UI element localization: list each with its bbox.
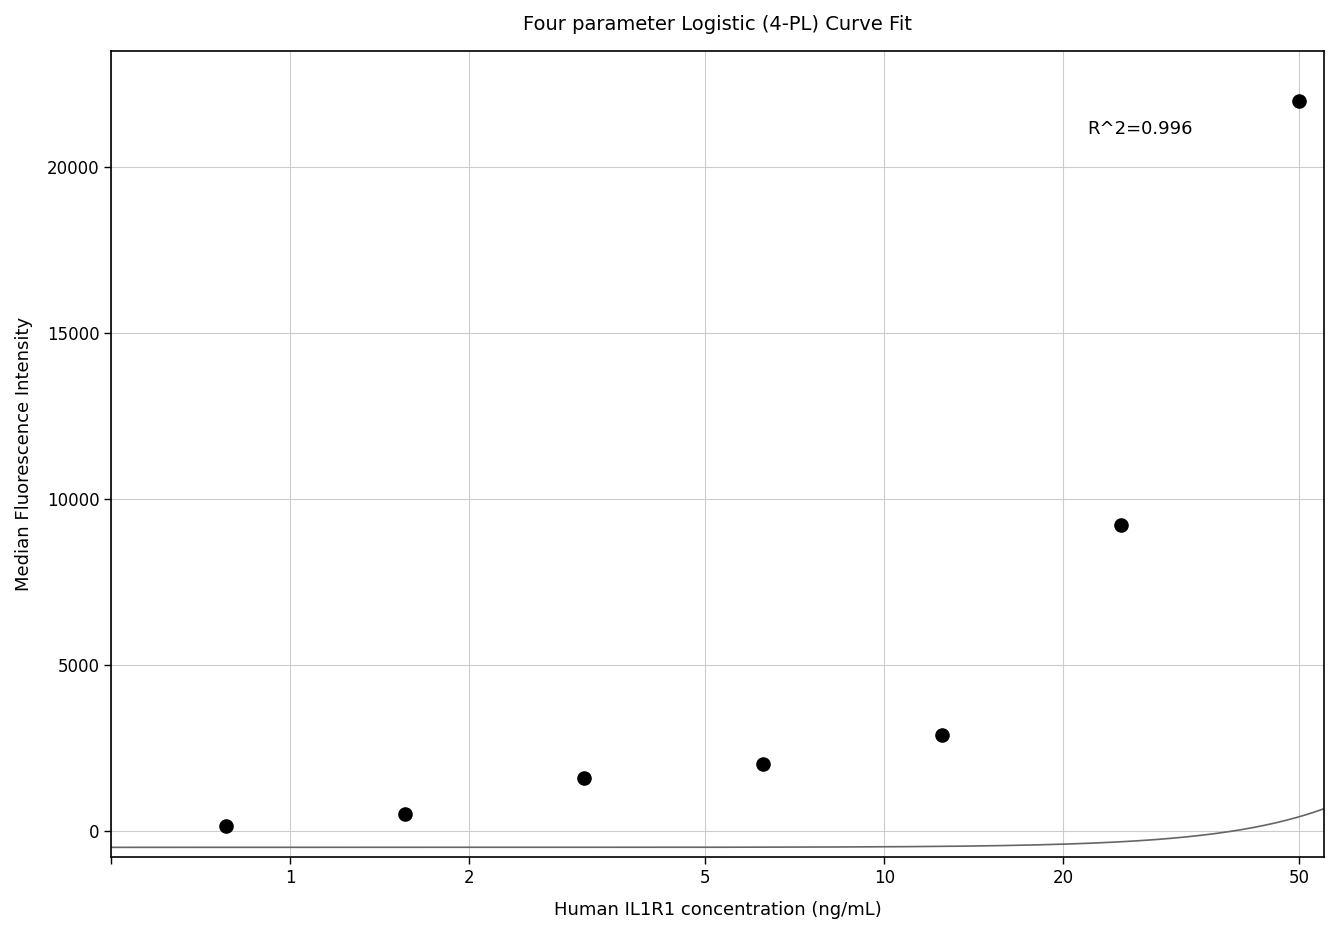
Text: R^2=0.996: R^2=0.996	[1087, 120, 1193, 138]
Title: Four parameter Logistic (4-PL) Curve Fit: Four parameter Logistic (4-PL) Curve Fit	[524, 15, 912, 34]
Point	[216, 818, 237, 833]
X-axis label: Human IL1R1 concentration (ng/mL): Human IL1R1 concentration (ng/mL)	[554, 901, 881, 919]
Point	[931, 727, 952, 742]
Y-axis label: Median Fluorescence Intensity: Median Fluorescence Intensity	[15, 317, 33, 591]
Point	[1288, 93, 1310, 108]
Point	[573, 771, 595, 785]
Point	[753, 757, 774, 771]
Point	[394, 807, 415, 822]
Point	[1110, 518, 1131, 533]
